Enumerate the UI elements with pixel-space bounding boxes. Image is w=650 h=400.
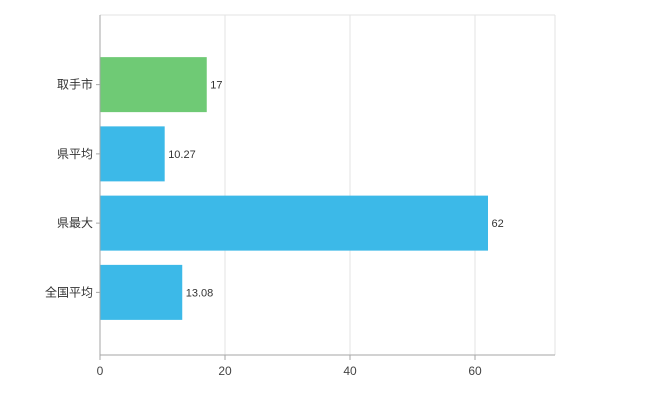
bar [100, 57, 207, 113]
bar [100, 126, 165, 182]
bar [100, 264, 183, 320]
x-tick-label: 0 [97, 364, 104, 378]
bar-value-label: 10.27 [168, 149, 196, 161]
category-label: 全国平均 [45, 284, 93, 299]
x-tick-label: 40 [343, 364, 357, 378]
category-label: 県最大 [57, 216, 93, 230]
x-tick-label: 20 [218, 364, 232, 378]
category-label: 県平均 [57, 147, 93, 161]
bar [100, 195, 488, 251]
bar-value-label: 13.08 [186, 287, 214, 299]
category-label: 取手市 [57, 77, 93, 92]
bar-value-label: 62 [492, 218, 504, 230]
bar-value-label: 17 [210, 80, 222, 92]
x-tick-label: 60 [468, 364, 482, 378]
